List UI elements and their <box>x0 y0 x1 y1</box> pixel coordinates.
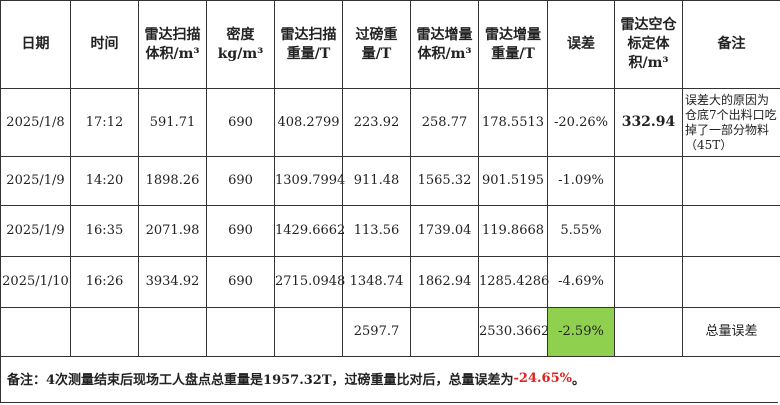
header-row: 日期 时间 雷达扫描体积/m³ 密度kg/m³ 雷达扫描重量/T 过磅重量/T … <box>0 0 780 89</box>
cell-weigh-weight: 1348.74 <box>342 256 411 308</box>
table-row: 2025/1/9 14:20 1898.26 690 1309.7994 911… <box>0 156 780 206</box>
cell-time: 16:26 <box>70 256 139 308</box>
header-time: 时间 <box>70 0 139 89</box>
cell-remark <box>682 156 780 206</box>
cell-empty <box>70 307 139 357</box>
cell-remark <box>682 256 780 308</box>
cell-scan-weight: 1309.7994 <box>274 156 345 206</box>
header-remark: 备注 <box>682 0 780 89</box>
cell-density: 690 <box>206 256 275 308</box>
cell-weigh-weight: 113.56 <box>342 205 411 257</box>
header-inc-weight: 雷达增量重量/T <box>478 0 548 89</box>
header-error: 误差 <box>547 0 615 89</box>
cell-inc-volume: 258.77 <box>410 88 479 157</box>
cell-date: 2025/1/8 <box>0 88 71 157</box>
cell-weigh-weight: 223.92 <box>342 88 411 157</box>
cell-scan-volume: 2071.98 <box>138 205 207 257</box>
cell-date: 2025/1/9 <box>0 156 71 206</box>
cell-empty <box>0 307 71 357</box>
cell-error: -20.26% <box>547 88 615 157</box>
cell-inc-volume: 1565.32 <box>410 156 479 206</box>
cell-remark <box>682 205 780 257</box>
cell-density: 690 <box>206 156 275 206</box>
cell-weigh-weight: 911.48 <box>342 156 411 206</box>
cell-empty <box>410 307 479 357</box>
cell-empty <box>614 307 683 357</box>
cell-error: 5.55% <box>547 205 615 257</box>
footer-highlight: -24.65% <box>513 371 572 386</box>
cell-density: 690 <box>206 205 275 257</box>
measurement-table: 日期 时间 雷达扫描体积/m³ 密度kg/m³ 雷达扫描重量/T 过磅重量/T … <box>0 0 780 357</box>
cell-scan-weight: 408.2799 <box>274 88 343 157</box>
total-row: 2597.7 2530.3662 -2.59% 总量误差 <box>0 307 780 357</box>
cell-inc-volume: 1739.04 <box>410 205 479 257</box>
cell-density: 690 <box>206 88 275 157</box>
cell-empty <box>274 307 343 357</box>
cell-empty <box>206 307 275 357</box>
footer-note: 备注：4次测量结束后现场工人盘点总重量是1957.32T，过磅重量比对后，总量误… <box>0 355 778 403</box>
footer-end: 。 <box>572 373 586 388</box>
total-error: -2.59% <box>547 307 615 357</box>
cell-date: 2025/1/9 <box>0 205 71 257</box>
cell-calib-volume <box>614 205 683 257</box>
cell-empty <box>138 307 207 357</box>
header-calib-volume: 雷达空仓标定体积/m³ <box>614 0 683 89</box>
total-inc-weight: 2530.3662 <box>478 307 549 357</box>
cell-scan-volume: 591.71 <box>138 88 207 157</box>
header-density: 密度kg/m³ <box>206 0 275 89</box>
cell-calib-volume <box>614 256 683 308</box>
cell-remark: 误差大的原因为仓底7个出料口吃掉了一部分物料（45T） <box>682 88 780 157</box>
cell-date: 2025/1/10 <box>0 256 71 308</box>
table-row: 2025/1/9 16:35 2071.98 690 1429.6662 113… <box>0 205 780 257</box>
footer-text: 备注：4次测量结束后现场工人盘点总重量是1957.32T，过磅重量比对后，总量误… <box>7 373 514 388</box>
cell-time: 14:20 <box>70 156 139 206</box>
cell-inc-weight: 178.5513 <box>478 88 548 157</box>
header-date: 日期 <box>0 0 71 89</box>
cell-inc-weight: 119.8668 <box>478 205 548 257</box>
header-weigh-weight: 过磅重量/T <box>342 0 411 89</box>
total-label: 总量误差 <box>682 307 780 357</box>
cell-inc-volume: 1862.94 <box>410 256 479 308</box>
cell-inc-weight: 1285.4286 <box>478 256 549 308</box>
table-row: 2025/1/10 16:26 3934.92 690 2715.0948 13… <box>0 256 780 308</box>
cell-time: 17:12 <box>70 88 139 157</box>
cell-calib-volume: 332.94 <box>614 88 683 157</box>
cell-scan-volume: 1898.26 <box>138 156 207 206</box>
cell-inc-weight: 901.5195 <box>478 156 548 206</box>
cell-error: -4.69% <box>547 256 615 308</box>
cell-scan-weight: 2715.0948 <box>274 256 345 308</box>
cell-scan-volume: 3934.92 <box>138 256 207 308</box>
header-scan-volume: 雷达扫描体积/m³ <box>138 0 207 89</box>
header-inc-volume: 雷达增量体积/m³ <box>410 0 479 89</box>
table-row: 2025/1/8 17:12 591.71 690 408.2799 223.9… <box>0 88 780 157</box>
cell-time: 16:35 <box>70 205 139 257</box>
cell-calib-volume <box>614 156 683 206</box>
cell-scan-weight: 1429.6662 <box>274 205 345 257</box>
cell-error: -1.09% <box>547 156 615 206</box>
header-scan-weight: 雷达扫描重量/T <box>274 0 343 89</box>
total-weigh-weight: 2597.7 <box>342 307 411 357</box>
